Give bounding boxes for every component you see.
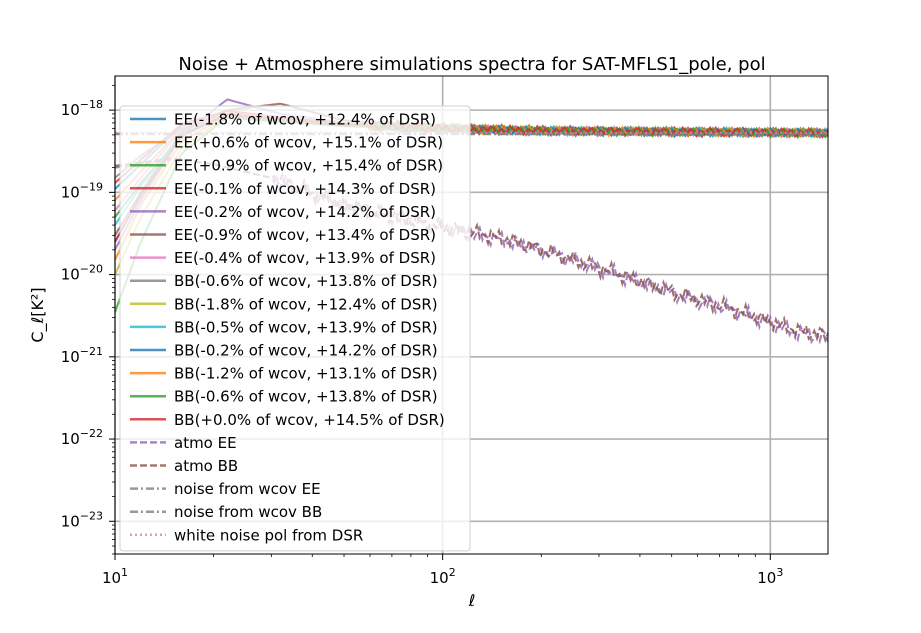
x-tick-label: 102 [430,566,456,587]
legend-label: BB(-0.6% of wcov, +13.8% of DSR) [174,388,438,406]
legend-label: EE(-1.8% of wcov, +12.4% of DSR) [174,111,436,129]
legend-label: BB(-0.2% of wcov, +14.2% of DSR) [174,342,438,360]
legend-label: BB(+0.0% of wcov, +14.5% of DSR) [174,411,445,429]
y-tick-label: 10−20 [61,263,103,284]
legend: EE(-1.8% of wcov, +12.4% of DSR) EE(+0.6%… [119,105,471,552]
y-tick-label: 10−19 [61,180,103,201]
y-axis-label: C_ℓ[K²] [28,287,48,342]
legend-label: EE(-0.2% of wcov, +14.2% of DSR) [174,203,436,221]
y-tick-label: 10−18 [61,98,103,119]
chart-title: Noise + Atmosphere simulations spectra f… [178,54,765,75]
legend-label: EE(-0.4% of wcov, +13.9% of DSR) [174,249,436,267]
legend-label: EE(+0.6% of wcov, +15.1% of DSR) [174,134,443,152]
x-axis-label: ℓ [468,591,476,610]
legend-label: BB(-1.8% of wcov, +12.4% of DSR) [174,295,438,313]
legend-box [119,105,471,552]
legend-label: EE(+0.9% of wcov, +15.4% of DSR) [174,157,443,175]
x-tick-label: 101 [102,566,128,587]
legend-label: atmo BB [174,457,238,475]
x-tick-label: 103 [757,566,783,587]
plot-frame [114,75,829,555]
legend-label: atmo EE [174,434,237,452]
legend-label: BB(-0.6% of wcov, +13.8% of DSR) [174,272,438,290]
legend-label: noise from wcov EE [174,480,321,498]
legend-label: EE(-0.9% of wcov, +13.4% of DSR) [174,226,436,244]
legend-label: white noise pol from DSR [174,526,363,544]
legend-label: EE(-0.1% of wcov, +14.3% of DSR) [174,180,436,198]
legend-label: BB(-0.5% of wcov, +13.9% of DSR) [174,318,438,336]
y-tick-label: 10−22 [61,427,103,448]
y-tick-label: 10−23 [61,509,103,530]
legend-label: noise from wcov BB [174,503,322,521]
y-tick-label: 10−21 [61,345,103,366]
legend-label: BB(-1.2% of wcov, +13.1% of DSR) [174,365,438,383]
axis-ticks: 101 102 103 10−23 10−22 10−21 10−20 10−19 10−18 [61,84,783,587]
